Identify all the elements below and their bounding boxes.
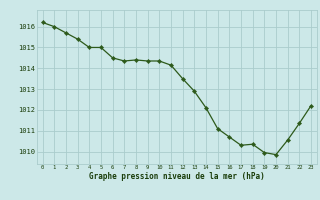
X-axis label: Graphe pression niveau de la mer (hPa): Graphe pression niveau de la mer (hPa): [89, 172, 265, 181]
